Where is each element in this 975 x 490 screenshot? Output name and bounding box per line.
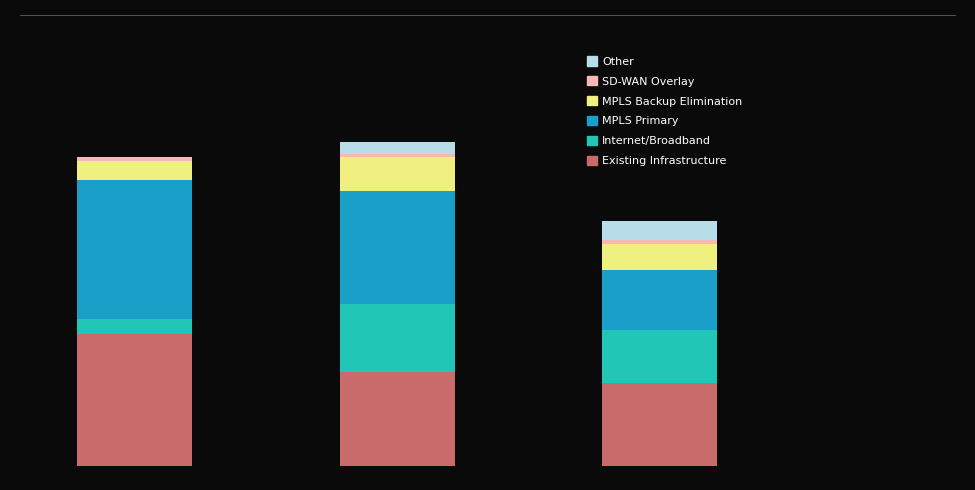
- Bar: [603, 221, 718, 240]
- Bar: [603, 330, 718, 383]
- Bar: [339, 143, 454, 154]
- Bar: [339, 304, 454, 371]
- Legend: Other, SD-WAN Overlay, MPLS Backup Elimination, MPLS Primary, Internet/Broadband: Other, SD-WAN Overlay, MPLS Backup Elimi…: [587, 56, 742, 166]
- Bar: [339, 154, 454, 157]
- Bar: [77, 161, 192, 180]
- Bar: [77, 180, 192, 319]
- Bar: [603, 383, 718, 465]
- Bar: [339, 191, 454, 304]
- Bar: [77, 319, 192, 334]
- Bar: [603, 244, 718, 270]
- Bar: [77, 334, 192, 466]
- Bar: [603, 270, 718, 330]
- Bar: [339, 371, 454, 466]
- Bar: [603, 240, 718, 244]
- Bar: [77, 157, 192, 161]
- Bar: [339, 157, 454, 191]
